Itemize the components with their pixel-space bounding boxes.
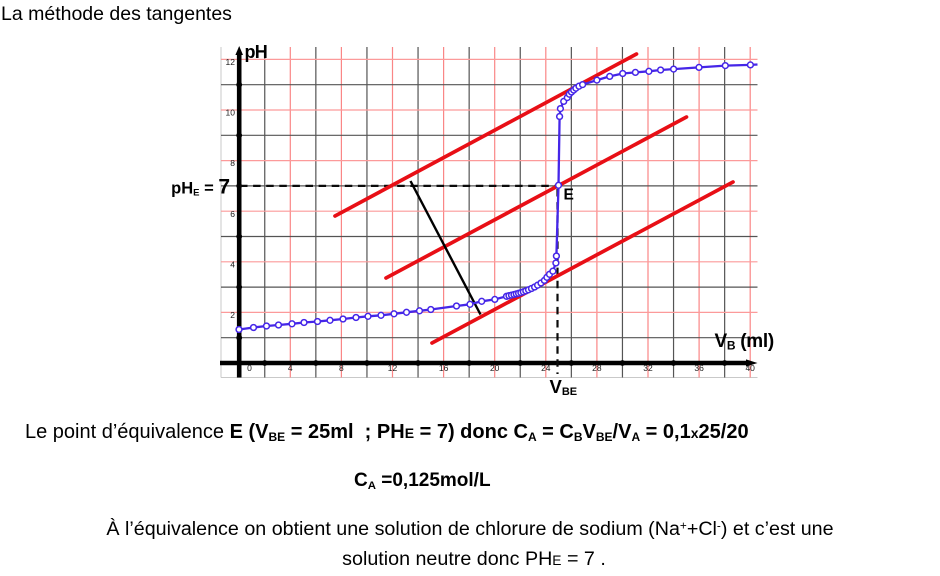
svg-text:VBE: VBE	[550, 376, 578, 398]
svg-text:E: E	[564, 187, 574, 204]
svg-text:8: 8	[339, 363, 344, 373]
svg-text:pHE = 7: pHE = 7	[171, 176, 230, 199]
svg-text:2: 2	[230, 310, 235, 320]
svg-text:0: 0	[247, 363, 252, 373]
svg-text:VB (ml): VB (ml)	[715, 331, 774, 353]
svg-text:10: 10	[226, 108, 236, 118]
svg-text:28: 28	[592, 363, 602, 373]
svg-text:36: 36	[694, 363, 704, 373]
svg-text:4: 4	[288, 363, 293, 373]
svg-text:8: 8	[230, 158, 235, 168]
svg-text:24: 24	[541, 363, 551, 373]
svg-text:6: 6	[230, 209, 235, 219]
svg-text:12: 12	[226, 57, 236, 67]
svg-text:4: 4	[230, 259, 235, 269]
svg-text:16: 16	[439, 363, 449, 373]
svg-text:32: 32	[643, 363, 653, 373]
svg-text:pH: pH	[245, 42, 267, 62]
svg-text:12: 12	[388, 363, 398, 373]
svg-text:20: 20	[490, 363, 500, 373]
svg-text:40: 40	[745, 363, 755, 373]
